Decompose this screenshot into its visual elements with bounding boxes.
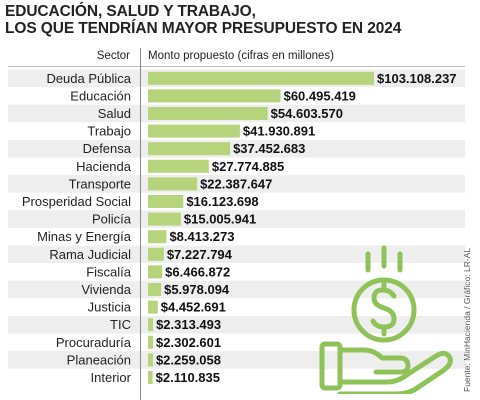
value-label: $103.108.237	[377, 71, 457, 86]
category-label: Trabajo	[87, 124, 131, 139]
value-label: $8.413.273	[169, 229, 234, 244]
category-label: Educación	[70, 88, 131, 103]
category-label: Transporte	[69, 176, 131, 191]
value-label: $22.387.647	[200, 176, 272, 191]
amount-column-header: Monto propuesto (cifras en millones)	[148, 50, 334, 62]
category-label: Procuraduría	[56, 335, 132, 350]
bar	[148, 335, 154, 349]
category-label: Vivienda	[81, 282, 131, 297]
bar	[148, 71, 374, 85]
bar	[148, 247, 164, 261]
category-label: Rama Judicial	[49, 247, 131, 262]
category-label: TIC	[110, 317, 131, 332]
category-label: Policía	[92, 212, 132, 227]
value-label: $7.227.794	[167, 247, 233, 262]
row-band	[8, 351, 465, 369]
chart-title: EDUCACIÓN, SALUD Y TRABAJO, LOS QUE TEND…	[5, 3, 475, 37]
bar	[148, 142, 231, 156]
value-label: $16.123.698	[186, 194, 258, 209]
category-label: Salud	[98, 106, 131, 121]
source-note: Fuente: MinHacienda / Gráfico: LR-AL	[462, 247, 472, 392]
value-label: $15.005.941	[184, 212, 256, 227]
row-band	[8, 139, 465, 158]
category-label: Deuda Pública	[46, 71, 131, 86]
bar	[148, 300, 158, 314]
bar	[148, 265, 163, 279]
category-label: Hacienda	[76, 159, 132, 174]
value-label: $37.452.683	[233, 141, 305, 156]
bar	[148, 283, 162, 296]
bar	[148, 177, 198, 191]
value-label: $6.466.872	[165, 264, 230, 279]
value-label: $27.774.885	[212, 159, 284, 174]
value-label: $4.452.691	[161, 300, 226, 315]
row-band	[8, 280, 465, 299]
value-label: $5.978.094	[164, 282, 230, 297]
bar	[148, 124, 240, 138]
category-label: Minas y Energía	[37, 229, 132, 244]
title-line-1: EDUCACIÓN, SALUD Y TRABAJO,	[5, 3, 256, 20]
column-divider	[140, 48, 141, 400]
bar	[148, 230, 167, 244]
value-label: $2.110.835	[156, 370, 220, 385]
value-label: $2.259.058	[156, 352, 221, 367]
bar	[148, 212, 181, 226]
hand-holding-dollar-icon	[319, 245, 453, 394]
category-label: Prosperidad Social	[22, 194, 131, 209]
value-label: $41.930.891	[243, 124, 315, 139]
row-band	[8, 175, 465, 193]
bar	[148, 107, 268, 120]
bar	[148, 371, 153, 384]
value-label: $2.313.493	[156, 317, 221, 332]
bar	[148, 318, 154, 332]
row-band	[8, 210, 465, 228]
category-label: Planeación	[67, 352, 131, 367]
value-label: $60.495.419	[284, 88, 356, 103]
header-divider	[8, 66, 465, 67]
bar	[148, 159, 209, 173]
bar	[148, 353, 153, 367]
category-label: Justicia	[88, 300, 132, 315]
title-line-2: LOS QUE TENDRÍAN MAYOR PRESUPUESTO EN 20…	[5, 20, 402, 37]
row-band	[8, 245, 465, 264]
category-label: Interior	[91, 370, 132, 385]
bar	[148, 89, 281, 103]
bar	[148, 195, 184, 208]
sector-column-header: Sector	[96, 50, 130, 62]
value-label: $54.603.570	[271, 106, 343, 121]
category-label: Defensa	[83, 141, 132, 156]
value-label: $2.302.601	[156, 335, 221, 350]
category-label: Fiscalía	[86, 264, 132, 279]
row-band	[8, 315, 465, 334]
